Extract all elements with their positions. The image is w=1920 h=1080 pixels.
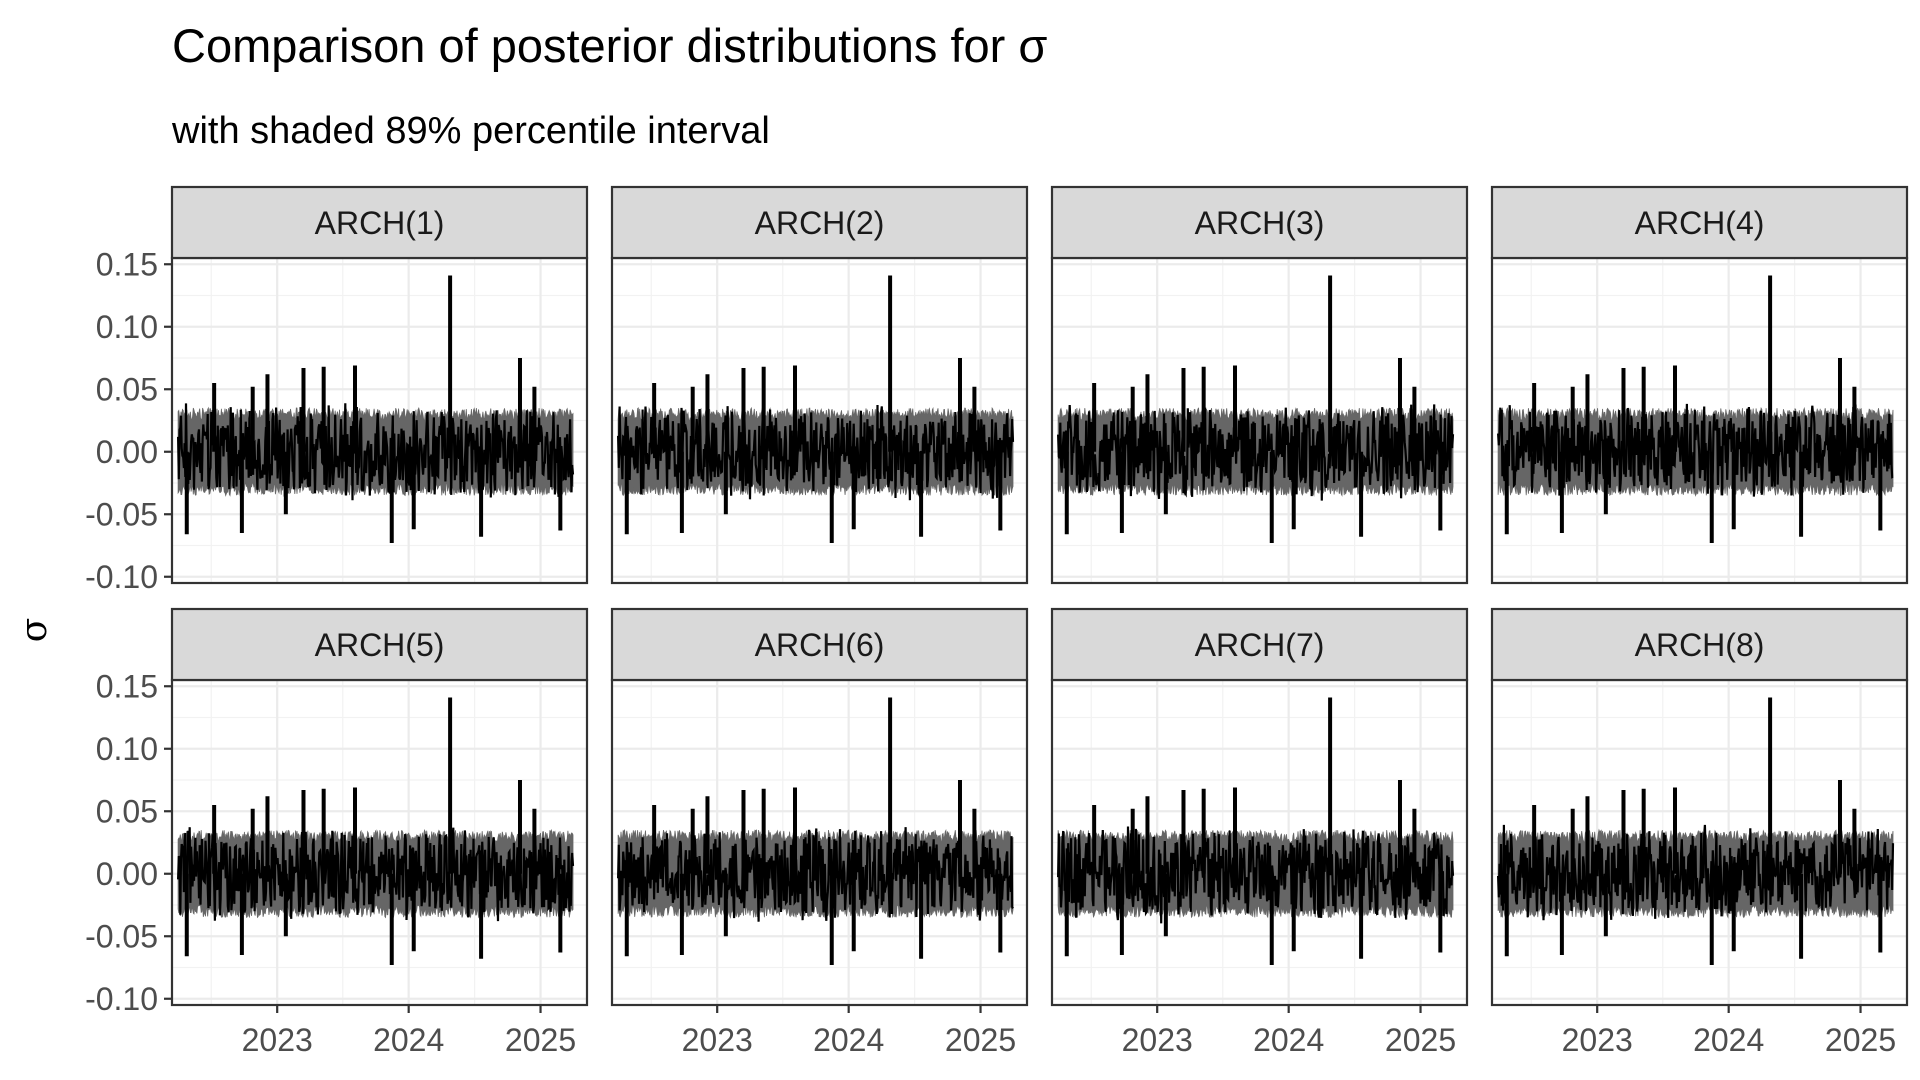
y-tick-label: 0.15: [96, 246, 158, 282]
y-tick-label: -0.05: [85, 918, 158, 954]
series-line: [1057, 404, 1455, 501]
x-tick-label: 2023: [682, 1022, 753, 1058]
facet-label: ARCH(3): [1195, 205, 1325, 241]
y-tick-label: 0.00: [96, 434, 158, 470]
y-axis-label: σ: [14, 618, 55, 643]
series-line: [617, 404, 1015, 501]
x-tick-label: 2024: [373, 1022, 444, 1058]
facet-panel: ARCH(5) 0.15 0.10 0.05 0.00 -0.05 -0.10 2023 202…: [85, 607, 589, 1058]
facet-panel: ARCH(8) 2023 2024 2025: [1490, 607, 1909, 1058]
facet-strip: [610, 185, 1029, 260]
y-tick-label: -0.10: [85, 981, 158, 1017]
chart-subtitle: with shaded 89% percentile interval: [171, 110, 770, 152]
facet-label: ARCH(7): [1195, 627, 1325, 663]
x-tick-label: 2025: [945, 1022, 1016, 1058]
facet-panel: ARCH(1) 0.15 0.10 0.05 0.00 -0.05 -0.10: [85, 185, 589, 595]
y-tick-label: 0.05: [96, 793, 158, 829]
x-tick-label: 2023: [1562, 1022, 1633, 1058]
series-line: [177, 403, 575, 501]
x-tick-label: 2024: [1693, 1022, 1764, 1058]
facet-label: ARCH(6): [755, 627, 885, 663]
facet-panel: ARCH(2): [610, 185, 1029, 585]
facet-strip: [610, 607, 1029, 682]
series-line: [1497, 824, 1895, 921]
facet-label: ARCH(2): [755, 205, 885, 241]
series-line: [177, 827, 575, 922]
x-tick-label: 2024: [813, 1022, 884, 1058]
x-tick-label: 2023: [242, 1022, 313, 1058]
x-tick-label: 2025: [1385, 1022, 1456, 1058]
facet-panel: ARCH(4): [1490, 185, 1909, 585]
facet-strip: [1050, 607, 1469, 682]
y-tick-label: 0.10: [96, 309, 158, 345]
x-tick-label: 2025: [505, 1022, 576, 1058]
y-tick-label: 0.15: [96, 668, 158, 704]
x-tick-label: 2024: [1253, 1022, 1324, 1058]
facet-strip: [1050, 185, 1469, 260]
x-tick-label: 2025: [1825, 1022, 1896, 1058]
y-tick-label: 0.10: [96, 731, 158, 767]
facet-label: ARCH(1): [315, 205, 445, 241]
facet-label: ARCH(5): [315, 627, 445, 663]
series-line: [617, 827, 1014, 922]
facet-grid: ARCH(1) 0.15 0.10 0.05 0.00 -0.05 -0.10 ARCH(2)…: [85, 185, 1909, 1058]
facet-strip: [170, 607, 589, 682]
y-tick-label: -0.10: [85, 559, 158, 595]
facet-label: ARCH(4): [1635, 205, 1765, 241]
chart-title: Comparison of posterior distributions fo…: [172, 19, 1047, 72]
facet-panel: ARCH(3): [1050, 185, 1469, 585]
series-line: [1057, 826, 1455, 924]
facet-strip: [1490, 607, 1909, 682]
series-line: [1497, 403, 1894, 497]
x-tick-label: 2023: [1122, 1022, 1193, 1058]
facet-label: ARCH(8): [1635, 627, 1765, 663]
facet-strip: [1490, 185, 1909, 260]
facet-strip: [170, 185, 589, 260]
facet-panel: ARCH(7) 2023 2024 2025: [1050, 607, 1469, 1058]
facet-panel: ARCH(6) 2023 2024 2025: [610, 607, 1029, 1058]
y-tick-label: -0.05: [85, 496, 158, 532]
y-tick-label: 0.05: [96, 371, 158, 407]
y-tick-label: 0.00: [96, 856, 158, 892]
